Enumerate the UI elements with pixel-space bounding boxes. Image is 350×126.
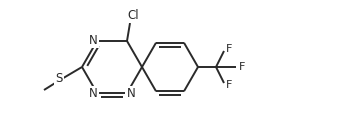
Text: Cl: Cl [127, 9, 139, 22]
Text: F: F [226, 44, 232, 54]
Text: S: S [55, 72, 63, 86]
Text: N: N [127, 87, 135, 100]
Text: N: N [89, 87, 97, 100]
Text: N: N [89, 34, 97, 46]
Text: F: F [239, 62, 245, 72]
Text: F: F [226, 80, 232, 90]
